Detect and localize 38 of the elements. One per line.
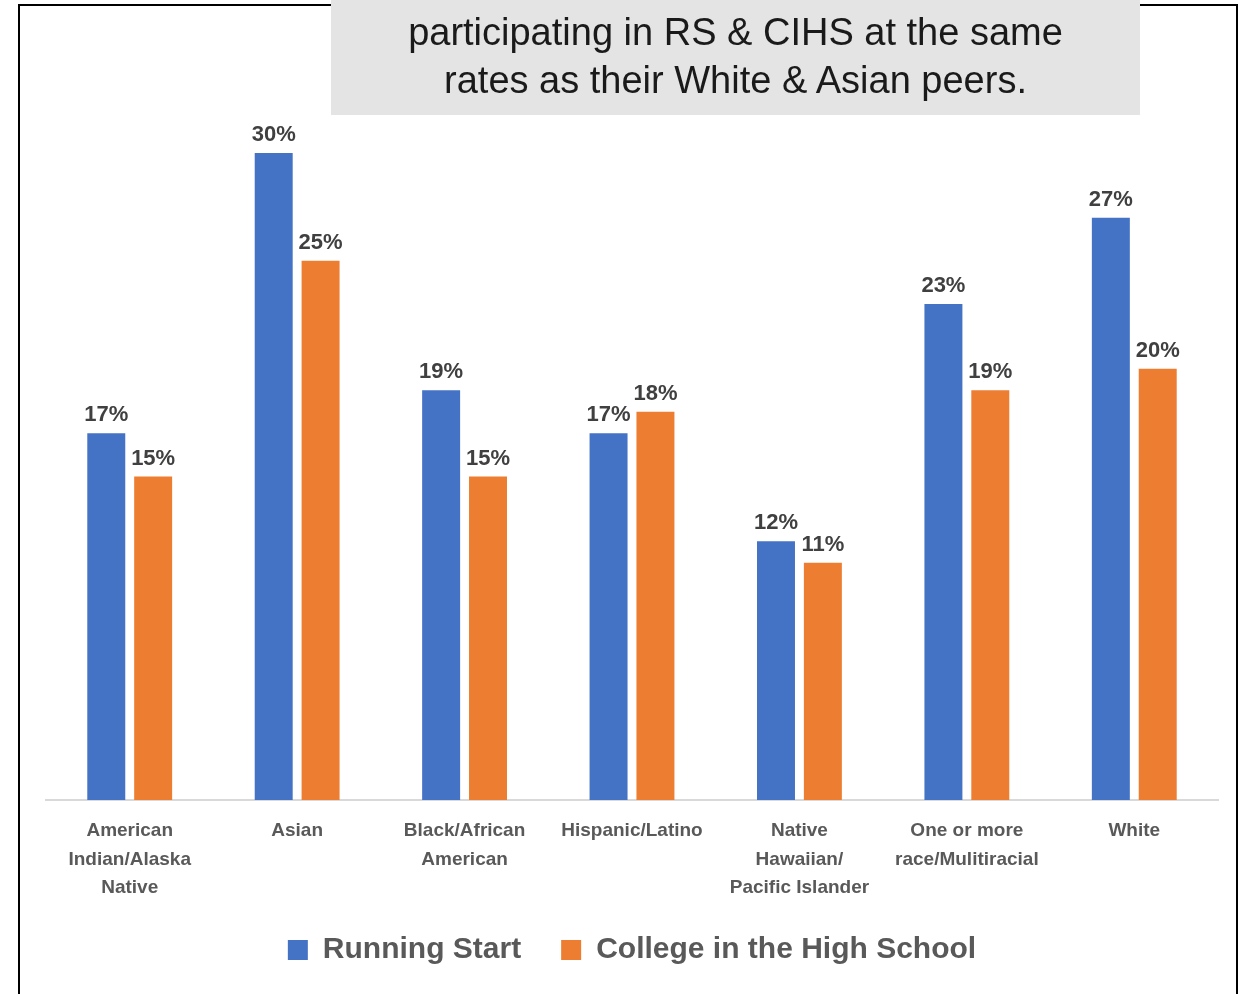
bar bbox=[301, 260, 340, 800]
bar bbox=[803, 562, 842, 800]
bar bbox=[422, 390, 461, 800]
data-label: 15% bbox=[465, 444, 511, 470]
x-tick-label: Black/African American bbox=[403, 819, 526, 869]
bar bbox=[87, 433, 126, 800]
x-tick-label: Hispanic/Latino bbox=[561, 819, 703, 841]
bar bbox=[254, 153, 293, 800]
data-label: 17% bbox=[586, 401, 631, 427]
data-label: 15% bbox=[131, 444, 176, 470]
data-label: 23% bbox=[921, 272, 966, 298]
data-label: 27% bbox=[1088, 185, 1133, 211]
bar bbox=[134, 476, 173, 800]
data-label: 18% bbox=[633, 379, 678, 405]
data-label: 19% bbox=[968, 358, 1013, 384]
bar bbox=[636, 411, 675, 800]
bar bbox=[971, 390, 1010, 800]
bar bbox=[469, 476, 507, 800]
data-label: 12% bbox=[753, 509, 799, 535]
x-tick-label: One or more race/Mulitiracial bbox=[895, 819, 1039, 869]
bar bbox=[757, 541, 795, 800]
bar bbox=[924, 303, 963, 800]
data-label: 30% bbox=[251, 121, 296, 147]
data-label: 17% bbox=[84, 401, 129, 427]
data-label: 11% bbox=[801, 530, 845, 556]
bar bbox=[1091, 217, 1130, 800]
bar bbox=[1138, 368, 1177, 800]
legend-label: Running Start bbox=[322, 931, 522, 965]
bar bbox=[589, 433, 628, 800]
x-tick-label: Native Hawaiian/ Pacific Islander bbox=[729, 819, 870, 898]
data-label: 19% bbox=[419, 358, 464, 384]
legend-label: College in the High School bbox=[596, 931, 977, 965]
x-tick-label: Asian bbox=[271, 819, 324, 841]
data-label: 25% bbox=[298, 228, 343, 254]
x-tick-label: White bbox=[1108, 819, 1161, 841]
x-tick-label: American Indian/Alaska Native bbox=[68, 819, 192, 898]
data-label: 20% bbox=[1135, 336, 1180, 362]
chart-title: participating in RS & CIHS at the same rates as their White & Asian peers. bbox=[408, 11, 1063, 101]
